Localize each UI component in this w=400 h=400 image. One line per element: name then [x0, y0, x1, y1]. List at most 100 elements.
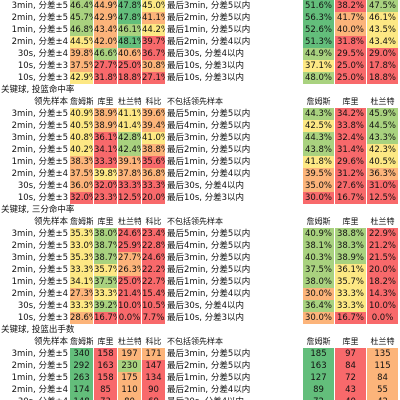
value-cell-right[interactable]: 42.5%	[303, 120, 334, 132]
value-cell[interactable]: 35.3%	[70, 252, 93, 264]
value-cell[interactable]: 26.3%	[118, 264, 141, 276]
value-cell[interactable]: 39.1%	[118, 156, 141, 168]
value-cell-right[interactable]: 17.8%	[367, 60, 398, 72]
value-cell-right[interactable]: 38.8%	[335, 228, 366, 240]
value-cell-right[interactable]: 20.0%	[367, 264, 398, 276]
value-cell[interactable]: 37.5%	[70, 60, 93, 72]
condition-label[interactable]: 最后2min, 分差5以内	[167, 145, 251, 155]
value-cell[interactable]: 36.8%	[142, 168, 165, 180]
value-cell[interactable]: 38.0%	[94, 228, 117, 240]
value-cell[interactable]: 42.4%	[118, 144, 141, 156]
column-header-right[interactable]: 詹姆斯	[306, 337, 331, 346]
condition-label[interactable]: 最后1min, 分差5以内	[167, 277, 251, 287]
value-cell[interactable]: 34.1%	[94, 144, 117, 156]
value-cell-right[interactable]: 18.8%	[367, 72, 398, 84]
column-header[interactable]: 科比	[145, 217, 162, 226]
exclude-label[interactable]: 不包括领先样本	[167, 337, 223, 346]
column-header-right[interactable]: 杜兰特	[370, 97, 395, 106]
value-cell[interactable]: 41.4%	[118, 120, 141, 132]
value-cell[interactable]: 30.8%	[142, 60, 165, 72]
value-cell-right[interactable]: 14.3%	[367, 288, 398, 300]
row-label[interactable]: 领先样本	[33, 97, 68, 107]
condition-label[interactable]: 最后30s, 分差4以内	[167, 49, 245, 59]
value-cell-right[interactable]: 52.6%	[303, 24, 334, 36]
condition-label[interactable]: 最后10s, 分差3以内	[167, 73, 245, 83]
value-cell[interactable]: 25.0%	[118, 276, 141, 288]
row-label[interactable]: 领先样本	[33, 217, 68, 227]
condition-label[interactable]: 最后2min, 分差4以内	[167, 289, 251, 299]
value-cell-right[interactable]: 97	[335, 348, 366, 360]
value-cell[interactable]: 32.0%	[70, 192, 93, 204]
value-cell[interactable]: 33.3%	[94, 156, 117, 168]
value-cell-right[interactable]: 16.7%	[335, 192, 366, 204]
value-cell[interactable]: 39.2%	[94, 300, 117, 312]
condition-label[interactable]: 最后2min, 分差5以内	[167, 265, 251, 275]
value-cell[interactable]: 36.1%	[94, 132, 117, 144]
value-cell[interactable]: 85	[94, 384, 117, 396]
value-cell[interactable]: 80	[118, 396, 141, 400]
condition-label[interactable]: 最后10s, 分差3以内	[167, 313, 245, 323]
value-cell-right[interactable]: 38.3%	[335, 240, 366, 252]
row-label[interactable]: 1min, 分差±5	[11, 157, 68, 167]
value-cell[interactable]: 37.8%	[118, 168, 141, 180]
value-cell[interactable]: 175	[118, 372, 141, 384]
value-cell-right[interactable]: 31.8%	[335, 36, 366, 48]
value-cell[interactable]: 12.5%	[118, 192, 141, 204]
value-cell-right[interactable]: 44.5%	[367, 120, 398, 132]
value-cell[interactable]: 35.3%	[70, 228, 93, 240]
column-header-right[interactable]: 库里	[342, 97, 359, 106]
value-cell[interactable]: 292	[70, 360, 93, 372]
value-cell[interactable]: 171	[142, 348, 165, 360]
value-cell[interactable]: 18.8%	[118, 72, 141, 84]
value-cell[interactable]: 73	[94, 396, 117, 400]
exclude-label[interactable]: 不包括领先样本	[167, 217, 223, 226]
value-cell[interactable]: 40.8%	[70, 132, 93, 144]
value-cell-right[interactable]: 0.0%	[367, 312, 398, 324]
column-header-right[interactable]: 库里	[342, 217, 359, 226]
value-cell-right[interactable]: 39.5%	[303, 168, 334, 180]
condition-label[interactable]: 最后2min, 分差5以内	[167, 13, 251, 23]
value-cell[interactable]: 174	[70, 384, 93, 396]
column-header[interactable]: 杜兰特	[118, 217, 141, 226]
column-header[interactable]: 库里	[97, 217, 114, 226]
value-cell-right[interactable]: 32.4%	[335, 132, 366, 144]
exclude-label[interactable]: 不包括领先样本	[167, 97, 223, 106]
condition-label[interactable]: 最后3min, 分差5以内	[167, 253, 251, 263]
column-header[interactable]: 科比	[145, 97, 162, 106]
value-cell[interactable]: 42.0%	[94, 36, 117, 48]
value-cell[interactable]: 31.8%	[94, 72, 117, 84]
value-cell-right[interactable]: 33.3%	[335, 300, 366, 312]
column-header[interactable]: 杜兰特	[118, 337, 141, 346]
row-label[interactable]: 30s, 分差±4	[17, 181, 68, 191]
row-label[interactable]: 2min, 分差±4	[11, 289, 68, 299]
value-cell[interactable]: 38.8%	[142, 144, 165, 156]
value-cell[interactable]: 38.3%	[70, 156, 93, 168]
value-cell-right[interactable]: 29.5%	[335, 48, 366, 60]
value-cell[interactable]: 41.0%	[142, 132, 165, 144]
value-cell[interactable]: 15.4%	[142, 288, 165, 300]
value-cell[interactable]: 39.6%	[142, 108, 165, 120]
section-title[interactable]: 关键球, 投篮命中率	[1, 85, 75, 95]
value-cell[interactable]: 33.3%	[118, 180, 141, 192]
value-cell-right[interactable]: 16.7%	[335, 312, 366, 324]
condition-label[interactable]: 最后1min, 分差5以内	[167, 157, 251, 167]
row-label[interactable]: 30s, 分差±4	[0, 396, 70, 400]
value-cell-right[interactable]: 43.5%	[367, 24, 398, 36]
condition-label[interactable]: 最后3min, 分差5以内	[167, 133, 251, 143]
value-cell-right[interactable]: 35.7%	[335, 276, 366, 288]
row-label[interactable]: 2min, 分差±5	[11, 265, 68, 275]
value-cell[interactable]: 47.8%	[118, 12, 141, 24]
value-cell-right[interactable]: 41.8%	[303, 156, 334, 168]
value-cell[interactable]: 33.3%	[70, 264, 93, 276]
value-cell-right[interactable]: 44.3%	[303, 132, 334, 144]
value-cell-right[interactable]: 34.2%	[335, 108, 366, 120]
value-cell[interactable]: 25.0%	[118, 60, 141, 72]
condition-label[interactable]: 最后5min, 分差5以内	[167, 229, 251, 239]
value-cell[interactable]: 41.1%	[118, 108, 141, 120]
value-cell[interactable]: 163	[94, 360, 117, 372]
value-cell[interactable]: 28.6%	[70, 312, 93, 324]
value-cell[interactable]: 37.5%	[70, 168, 93, 180]
value-cell[interactable]: 48.1%	[118, 36, 141, 48]
value-cell[interactable]: 45.7%	[70, 12, 93, 24]
value-cell-right[interactable]: 40.3%	[303, 252, 334, 264]
